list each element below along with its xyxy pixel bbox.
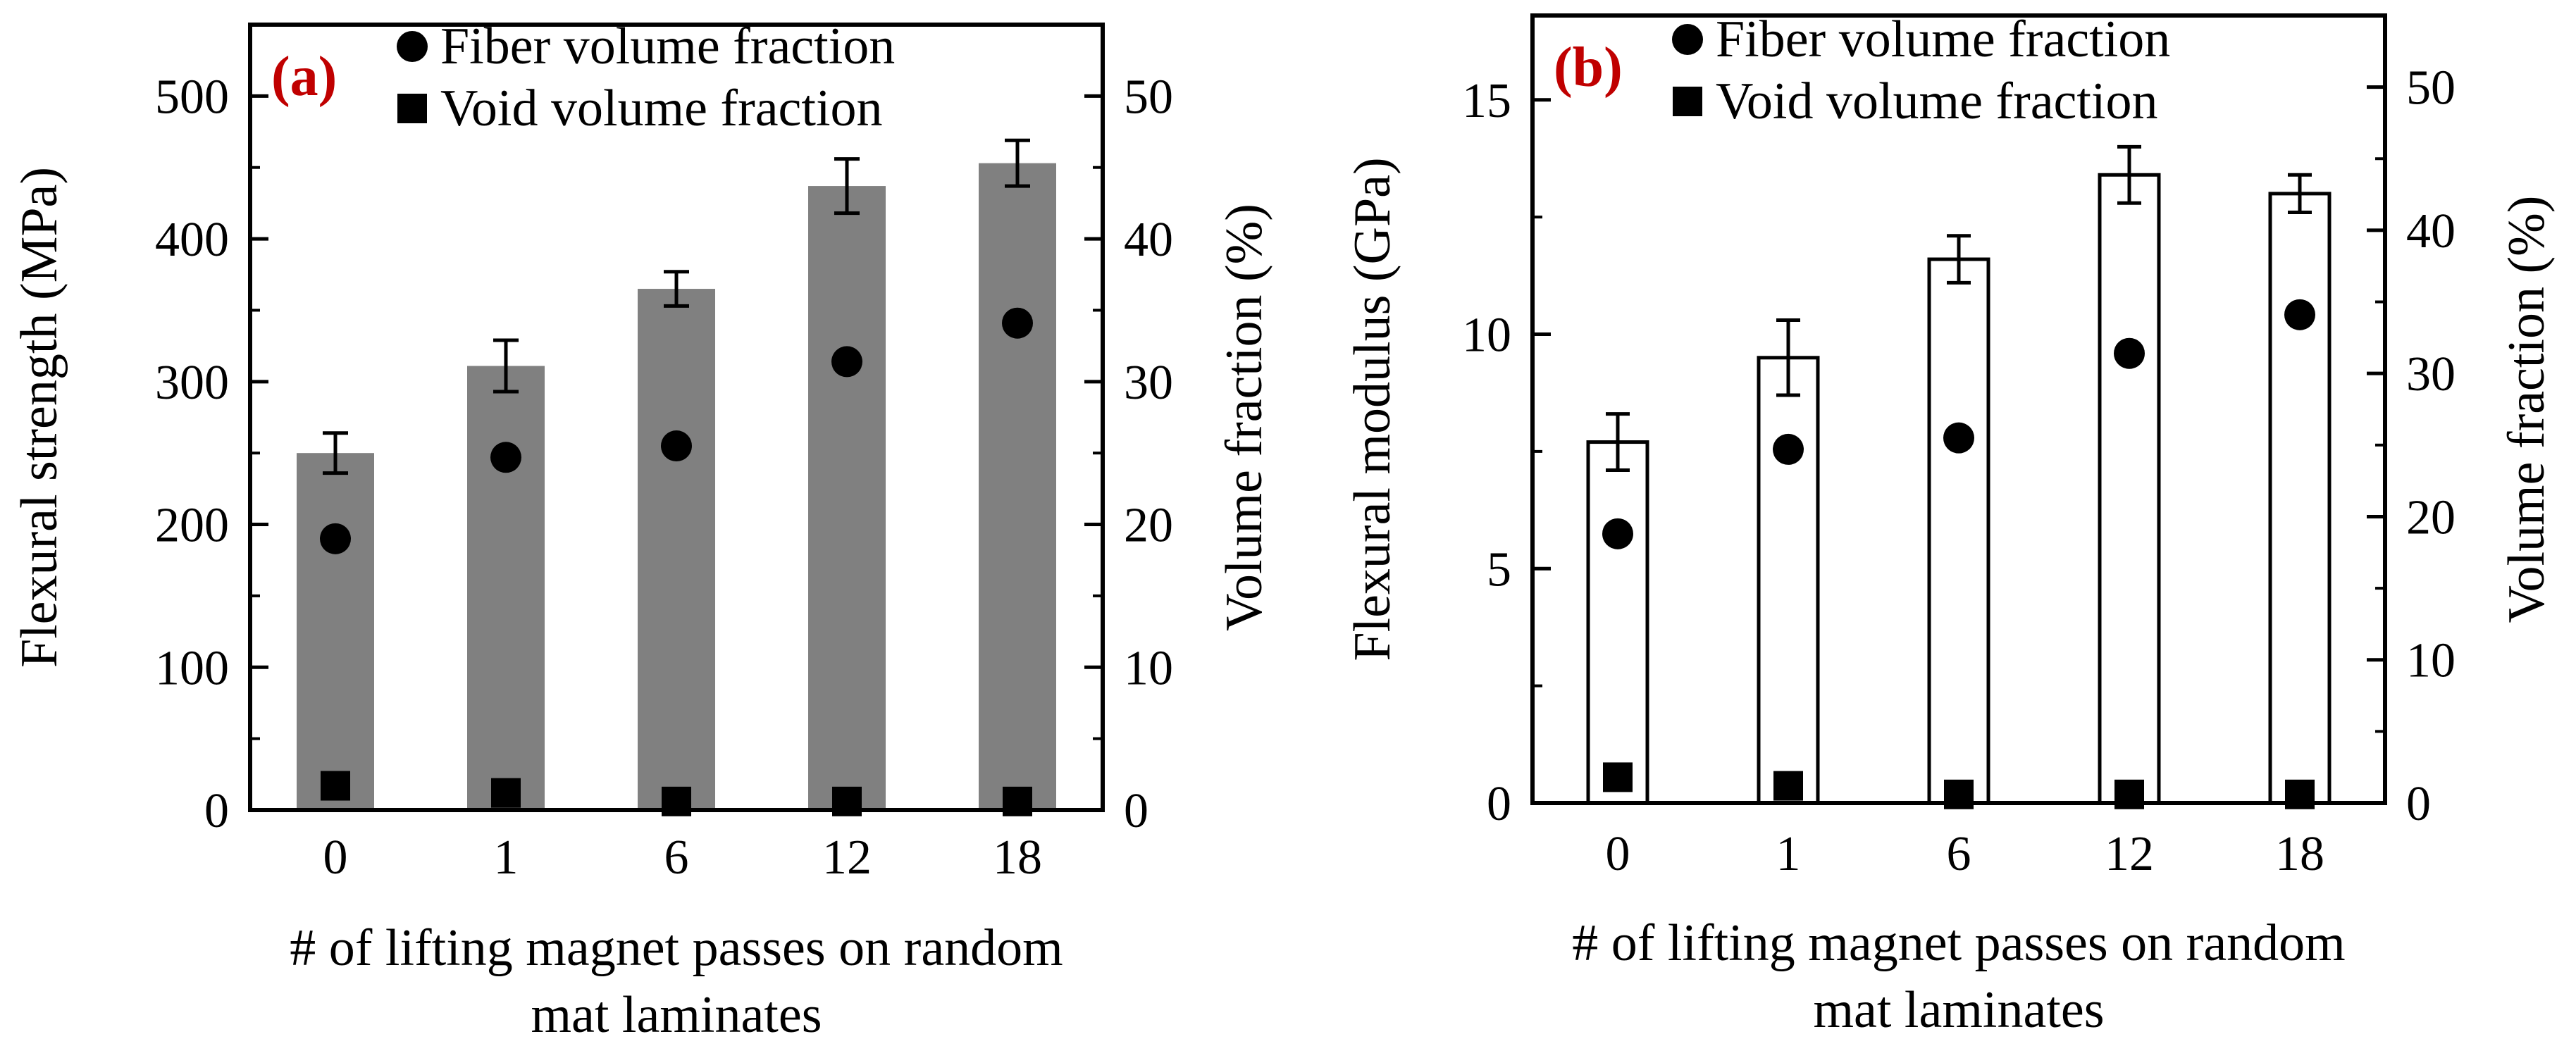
right-tick-label: 20 bbox=[2406, 490, 2456, 544]
panel-label: (a) bbox=[271, 46, 337, 108]
fiber-point-1 bbox=[1773, 433, 1804, 465]
bar-0 bbox=[1586, 440, 1649, 805]
left-tick-label: 500 bbox=[155, 70, 229, 124]
legend-square-marker bbox=[1673, 87, 1702, 116]
x-tick-label-0: 0 bbox=[323, 830, 348, 885]
fiber-point-0 bbox=[1602, 518, 1633, 549]
bar-1 bbox=[467, 366, 545, 810]
x-axis-title-line-2: mat laminates bbox=[1813, 981, 2104, 1039]
x-tick-label-18: 18 bbox=[2275, 827, 2324, 881]
x-axis-title-line-1: # of lifting magnet passes on random bbox=[1572, 914, 2345, 972]
left-tick-label: 5 bbox=[1487, 542, 1511, 597]
void-point-1 bbox=[491, 778, 521, 808]
x-tick-label-18: 18 bbox=[993, 830, 1042, 885]
fiber-point-0 bbox=[320, 523, 351, 554]
x-axis-title-line-1: # of lifting magnet passes on random bbox=[290, 919, 1063, 977]
legend-square-marker bbox=[397, 94, 427, 123]
left-tick-label: 200 bbox=[155, 499, 229, 553]
left-tick-label: 100 bbox=[155, 641, 229, 695]
right-tick-label: 10 bbox=[2406, 634, 2456, 688]
legend-entry-void: Void volume fraction bbox=[440, 80, 883, 137]
fiber-point-6 bbox=[661, 430, 692, 462]
error-bar-18 bbox=[2288, 173, 2312, 214]
plot-frame bbox=[1530, 13, 2387, 805]
void-point-0 bbox=[321, 771, 350, 801]
y-right-axis-title: Volume fraction (%) bbox=[1215, 204, 1273, 631]
x-tick-label-1: 1 bbox=[1776, 827, 1801, 881]
bar-1 bbox=[1757, 356, 1820, 805]
bar-12 bbox=[808, 186, 886, 811]
x-axis-title-line-2: mat laminates bbox=[531, 986, 822, 1044]
left-tick-label: 300 bbox=[155, 356, 229, 410]
legend-entry-fiber: Fiber volume fraction bbox=[440, 18, 895, 75]
x-tick-label-6: 6 bbox=[664, 830, 689, 885]
right-tick-label: 0 bbox=[1124, 784, 1148, 838]
fiber-point-18 bbox=[1002, 307, 1033, 339]
error-bar-12 bbox=[834, 157, 860, 216]
fiber-point-12 bbox=[831, 346, 862, 378]
bar-18 bbox=[979, 163, 1056, 811]
bar-18 bbox=[2268, 192, 2332, 805]
void-point-0 bbox=[1603, 762, 1633, 792]
legend-circle-marker bbox=[1672, 24, 1703, 55]
error-bar-12 bbox=[2117, 144, 2141, 205]
panel-label: (b) bbox=[1554, 37, 1623, 99]
left-tick-label: 15 bbox=[1462, 74, 1511, 128]
left-tick-label: 10 bbox=[1462, 309, 1511, 363]
x-tick-label-6: 6 bbox=[1947, 827, 1971, 881]
right-tick-label: 40 bbox=[2406, 204, 2456, 259]
right-tick-label: 0 bbox=[2406, 777, 2431, 831]
fiber-point-12 bbox=[2114, 337, 2145, 369]
bar-12 bbox=[2098, 173, 2161, 805]
fiber-point-6 bbox=[1943, 422, 1974, 454]
error-bar-1 bbox=[493, 338, 519, 394]
right-tick-label: 10 bbox=[1124, 641, 1173, 695]
x-tick-label-12: 12 bbox=[822, 830, 872, 885]
error-bar-1 bbox=[1776, 318, 1800, 397]
right-tick-label: 40 bbox=[1124, 213, 1173, 267]
fiber-point-1 bbox=[490, 442, 521, 473]
right-tick-label: 50 bbox=[1124, 70, 1173, 124]
right-tick-label: 30 bbox=[2406, 347, 2456, 402]
x-tick-label-1: 1 bbox=[494, 830, 519, 885]
left-tick-label: 0 bbox=[204, 784, 229, 838]
x-tick-label-12: 12 bbox=[2105, 827, 2154, 881]
right-tick-label: 30 bbox=[1124, 356, 1173, 410]
legend-entry-void: Void volume fraction bbox=[1716, 73, 2158, 130]
y-right-axis-title: Volume fraction (%) bbox=[2498, 196, 2556, 623]
y-axis-title: Flexural modulus (GPa) bbox=[1344, 157, 1401, 661]
error-bar-0 bbox=[1606, 412, 1630, 473]
void-point-1 bbox=[1773, 771, 1803, 801]
x-tick-label-0: 0 bbox=[1606, 827, 1630, 881]
right-tick-label: 50 bbox=[2406, 61, 2456, 116]
bar-0 bbox=[297, 453, 374, 810]
plot-frame bbox=[248, 23, 1105, 812]
error-bar-6 bbox=[1947, 234, 1971, 285]
bar-6 bbox=[1927, 257, 1990, 805]
right-tick-label: 20 bbox=[1124, 499, 1173, 553]
error-bar-18 bbox=[1005, 138, 1030, 188]
chart-panel-2: 0 5 10 15 0 10 20 30 40 50 0 1 6 12 18 Flexural modulus… bbox=[1344, 11, 2556, 1039]
left-tick-label: 0 bbox=[1487, 777, 1511, 831]
legend-circle-marker bbox=[397, 31, 428, 62]
error-bar-6 bbox=[664, 270, 689, 308]
legend-entry-fiber: Fiber volume fraction bbox=[1716, 11, 2170, 68]
left-tick-label: 400 bbox=[155, 213, 229, 267]
error-bar-0 bbox=[323, 431, 348, 475]
fiber-point-18 bbox=[2284, 299, 2315, 330]
y-axis-title: Flexural strength (MPa) bbox=[11, 167, 68, 668]
bar-6 bbox=[638, 289, 715, 811]
